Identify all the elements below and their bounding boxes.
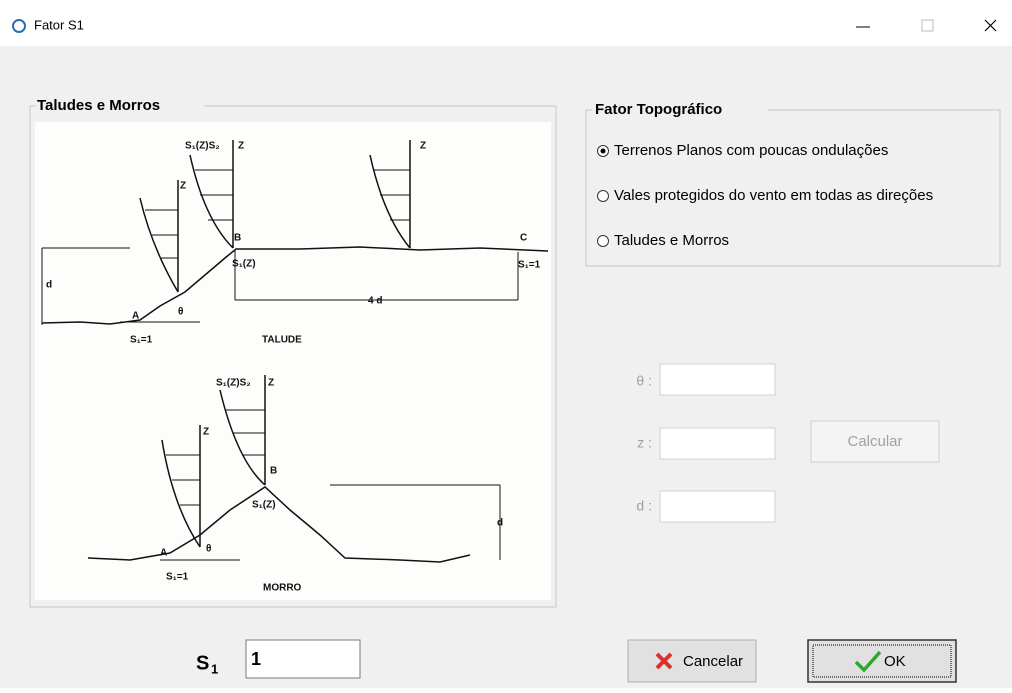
- profile: [369, 140, 411, 249]
- diagram-label: B: [270, 466, 277, 477]
- button-label: OK: [884, 653, 906, 670]
- diagram-label: MORRO: [263, 583, 302, 594]
- diagram-drawing: S₁(Z)S₂ Z Z Z B C A θ d 4 d S₁(Z) S₁=1 S₁=1 TALUDE S₁(…: [41, 140, 549, 594]
- diagram-label: Z: [420, 141, 426, 152]
- z-input[interactable]: [659, 427, 776, 460]
- diagram-label: 4 d: [368, 296, 382, 307]
- profile: [139, 180, 179, 293]
- d-input[interactable]: [659, 490, 776, 523]
- diagram-label: S₁=1: [130, 335, 153, 346]
- radio-group: Terrenos Planos com poucas ondulações Val…: [597, 142, 933, 249]
- window-title: Fator S1: [34, 17, 84, 32]
- radio-label: Taludes e Morros: [614, 232, 729, 249]
- cancel-button[interactable]: [627, 639, 757, 683]
- group-title-bg: [592, 102, 768, 118]
- profile: [189, 140, 234, 249]
- diagram-label: TALUDE: [262, 335, 302, 346]
- dimension-lines: [41, 247, 519, 325]
- s1-label: S: [196, 652, 209, 674]
- diagram-label: θ: [206, 544, 211, 555]
- calculate-button[interactable]: [810, 420, 940, 463]
- diagram-label: Z: [268, 378, 274, 389]
- ok-button[interactable]: [807, 639, 957, 683]
- diagram-label: S₁=1: [518, 260, 541, 271]
- cancel-icon: [655, 652, 673, 670]
- s1-input[interactable]: [245, 639, 361, 679]
- app-icon: [12, 19, 26, 33]
- group-title: Fator Topográfico: [595, 101, 722, 118]
- s1-subscript: 1: [211, 661, 218, 676]
- ground: [41, 246, 549, 325]
- focus-rect: [812, 644, 952, 678]
- title-bar: [0, 0, 1012, 46]
- diagram-label: S₁(Z)S₂: [216, 378, 251, 389]
- diagram-label: C: [520, 233, 527, 244]
- group-box: [585, 109, 1001, 267]
- button-label: Cancelar: [683, 653, 743, 670]
- input-label: d :: [636, 498, 652, 514]
- maximize-button[interactable]: [921, 19, 934, 32]
- radio-button[interactable]: [597, 235, 609, 247]
- radio-dot: [600, 148, 606, 154]
- button-label: Calcular: [847, 433, 902, 450]
- diagram-label: Z: [238, 141, 244, 152]
- diagram-label: B: [234, 233, 241, 244]
- diagram-label: A: [160, 548, 167, 559]
- dimension-lines: [160, 484, 501, 561]
- radio-label: Vales protegidos do vento em todas as di…: [614, 187, 933, 204]
- diagram-label: θ: [178, 307, 183, 318]
- theta-input[interactable]: [659, 363, 776, 396]
- profile: [161, 425, 201, 548]
- diagram-label: Z: [180, 181, 186, 192]
- s1-value: 1: [251, 649, 261, 669]
- profile: [219, 375, 266, 486]
- group-title-bg: [36, 98, 204, 114]
- diagram-label: d: [46, 280, 52, 291]
- ok-icon: [854, 650, 882, 673]
- close-button[interactable]: [984, 19, 997, 32]
- wind-arrows: [166, 409, 265, 506]
- radio-label: Terrenos Planos com poucas ondulações: [614, 142, 888, 159]
- input-label: θ :: [636, 373, 652, 389]
- diagram-label: S₁(Z): [252, 500, 276, 511]
- diagram-label: S₁=1: [166, 572, 189, 583]
- diagram-label: S₁(Z)S₂: [185, 141, 220, 152]
- diagram-label: A: [132, 311, 139, 322]
- input-label: z :: [637, 435, 652, 451]
- group-box: [29, 105, 557, 608]
- diagram: [35, 122, 551, 600]
- diagram-label: Z: [203, 427, 209, 438]
- diagram-label: d: [497, 518, 503, 529]
- group-title: Taludes e Morros: [37, 97, 160, 114]
- wind-arrows: [145, 169, 410, 259]
- ground: [87, 486, 471, 563]
- diagram-label: S₁(Z): [232, 259, 256, 270]
- radio-button[interactable]: [597, 190, 609, 202]
